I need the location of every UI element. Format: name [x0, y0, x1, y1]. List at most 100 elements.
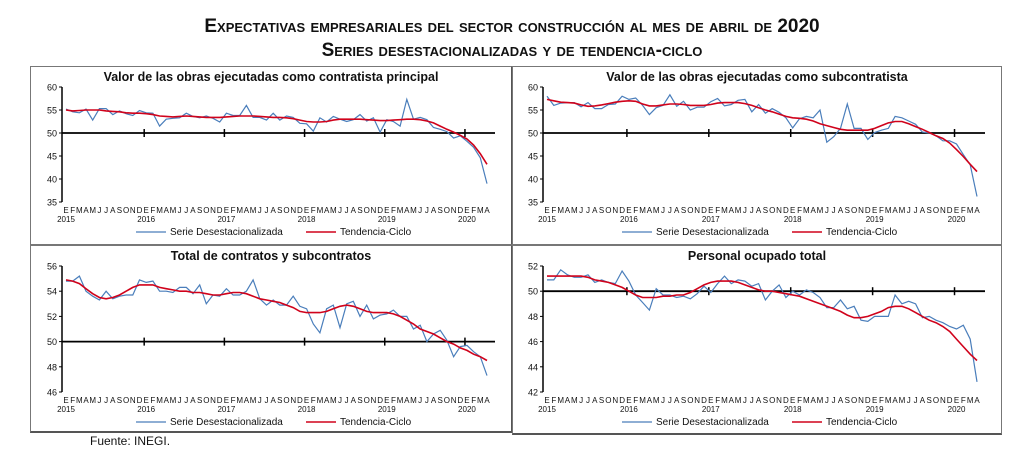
month-label: A	[351, 206, 357, 215]
month-label: J	[345, 206, 349, 215]
trend-cycle-line	[65, 109, 488, 165]
month-label: S	[599, 206, 604, 215]
month-label: D	[783, 206, 789, 215]
month-label: D	[701, 396, 707, 405]
month-label: J	[258, 396, 262, 405]
month-label: A	[729, 206, 735, 215]
month-label: A	[404, 396, 410, 405]
month-label: A	[83, 206, 89, 215]
month-label: D	[457, 396, 463, 405]
month-label: E	[626, 396, 631, 405]
legend-label: Tendencia-Ciclo	[826, 227, 898, 238]
month-label: N	[858, 396, 864, 405]
month-label: A	[431, 396, 437, 405]
month-label: M	[899, 396, 906, 405]
month-label: N	[451, 206, 457, 215]
y-tick-label: 44	[528, 362, 538, 372]
y-tick-label: 54	[47, 287, 57, 297]
month-label: N	[776, 206, 782, 215]
year-label: 2016	[137, 215, 155, 224]
year-label: 2019	[866, 215, 884, 224]
month-label: S	[845, 396, 850, 405]
month-label: M	[330, 206, 337, 215]
month-label: E	[790, 396, 795, 405]
y-tick-label: 35	[47, 198, 57, 208]
month-label: A	[164, 396, 170, 405]
month-label: J	[418, 206, 422, 215]
month-label: M	[89, 396, 96, 405]
month-label: J	[418, 396, 422, 405]
y-tick-label: 40	[528, 175, 538, 185]
seasonally-adjusted-line	[66, 275, 488, 376]
month-label: N	[130, 396, 136, 405]
month-label: S	[197, 206, 202, 215]
month-label: E	[544, 396, 549, 405]
month-label: M	[899, 206, 906, 215]
chart-personal-ocupado: Personal ocupado total 42 44 46 48 50 52 E 2015 F…	[512, 245, 1002, 435]
month-label: M	[250, 396, 257, 405]
y-tick-label: 52	[47, 312, 57, 322]
month-label: O	[364, 396, 370, 405]
month-label: O	[687, 206, 693, 215]
y-tick-label: 48	[47, 362, 57, 372]
page-title: Expectativas empresariales del sector co…	[204, 16, 820, 37]
month-label: F	[633, 206, 638, 215]
year-label: 2020	[948, 215, 966, 224]
month-label: A	[110, 396, 116, 405]
month-label: S	[763, 206, 768, 215]
month-label: N	[612, 206, 618, 215]
month-label: N	[858, 206, 864, 215]
month-label: O	[933, 396, 939, 405]
month-label: D	[137, 396, 143, 405]
year-label: 2015	[538, 215, 556, 224]
month-label: D	[217, 396, 223, 405]
month-label: J	[825, 206, 829, 215]
month-label: N	[210, 206, 216, 215]
month-label: S	[763, 396, 768, 405]
month-label: O	[123, 206, 129, 215]
month-label: E	[626, 206, 631, 215]
year-label: 2019	[866, 405, 884, 414]
legend-label: Serie Desestacionalizada	[170, 227, 283, 238]
month-label: J	[743, 206, 747, 215]
month-label: D	[947, 396, 953, 405]
month-label: A	[592, 396, 598, 405]
month-label: F	[879, 396, 884, 405]
month-label: E	[224, 396, 229, 405]
month-label: A	[729, 396, 735, 405]
month-label: M	[397, 206, 404, 215]
month-label: M	[653, 396, 660, 405]
month-label: A	[324, 396, 330, 405]
month-label: D	[865, 396, 871, 405]
month-label: E	[872, 206, 877, 215]
month-label: A	[811, 396, 817, 405]
month-label: A	[190, 396, 196, 405]
month-label: M	[170, 396, 177, 405]
chart-svg: Total de contratos y subcontratos 46 48 50 5…	[47, 249, 495, 428]
month-label: A	[838, 396, 844, 405]
month-label: A	[674, 396, 680, 405]
chart-title: Valor de las obras ejecutadas como contr…	[104, 70, 439, 84]
month-label: A	[404, 206, 410, 215]
month-label: N	[210, 396, 216, 405]
month-label: S	[599, 396, 604, 405]
month-label: M	[653, 206, 660, 215]
year-label: 2016	[620, 405, 638, 414]
month-label: A	[756, 206, 762, 215]
month-label: J	[425, 206, 429, 215]
year-label: 2015	[538, 405, 556, 414]
month-label: F	[231, 206, 236, 215]
legend-label: Tendencia-Ciclo	[340, 417, 412, 428]
month-label: A	[324, 206, 330, 215]
month-label: N	[612, 396, 618, 405]
month-label: A	[190, 206, 196, 215]
month-label: E	[954, 396, 959, 405]
month-label: J	[338, 396, 342, 405]
legend-label: Serie Desestacionalizada	[170, 417, 283, 428]
month-label: O	[283, 206, 289, 215]
month-label: A	[484, 396, 490, 405]
month-label: M	[571, 396, 578, 405]
month-label: M	[410, 206, 417, 215]
y-tick-label: 55	[47, 106, 57, 116]
y-tick-label: 55	[528, 106, 538, 116]
